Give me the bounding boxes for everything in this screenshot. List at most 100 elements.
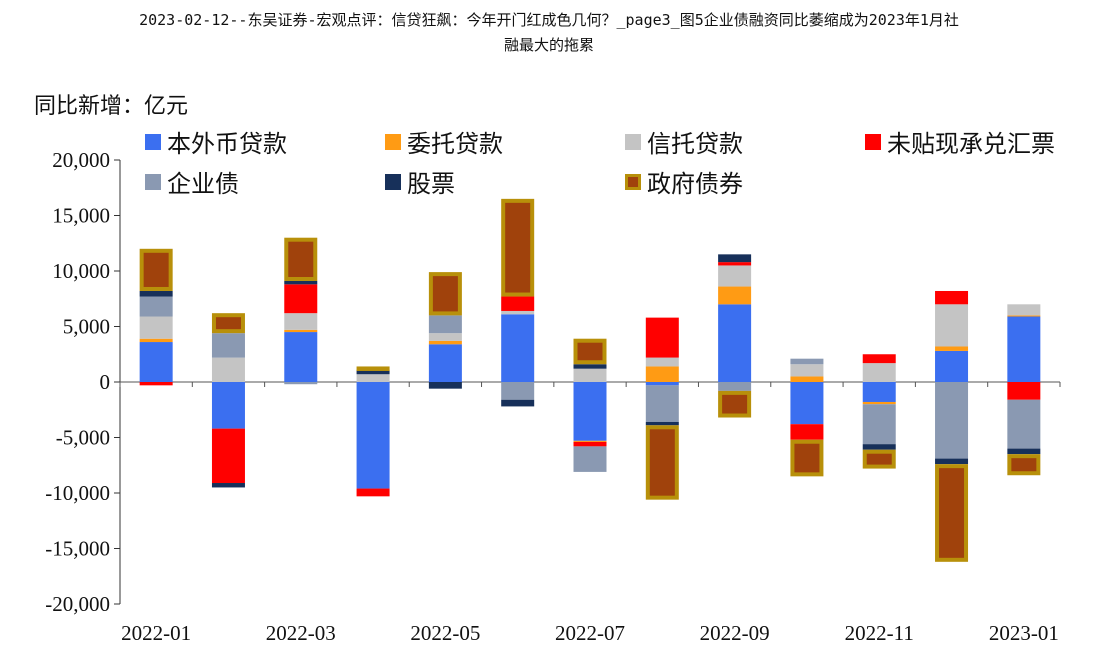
bar-segment (790, 439, 824, 477)
legend-swatch (385, 173, 401, 190)
y-tick-label: 15,000 (52, 204, 110, 228)
bar-segment (139, 338, 173, 343)
y-tick-label: 20,000 (52, 148, 110, 172)
legend-item: 信托贷款 (625, 124, 743, 159)
bar-segment (501, 198, 535, 297)
bar-segment (428, 340, 462, 345)
legend-label: 本外币贷款 (167, 130, 287, 158)
legend-item: 股票 (385, 164, 455, 199)
bar-segment (501, 314, 535, 382)
bar-segment (211, 428, 245, 484)
bar-segment (501, 399, 535, 407)
legend-item: 本外币贷款 (145, 124, 287, 159)
bar-segment (501, 296, 535, 311)
y-tick-label: 5,000 (63, 315, 110, 339)
y-tick-label: 10,000 (52, 259, 110, 283)
legend-swatch (865, 133, 881, 150)
x-tick-label: 2022-03 (266, 621, 336, 645)
bar-segment (935, 464, 969, 562)
bar-segment (790, 424, 824, 440)
legend-item: 政府债券 (625, 164, 743, 199)
y-tick-label: -20,000 (45, 592, 110, 616)
x-tick-label: 2022-01 (121, 621, 191, 645)
bar-segment (935, 304, 969, 347)
x-tick-label: 2022-07 (555, 621, 625, 645)
bar-segment (211, 313, 245, 334)
bar-segment (790, 358, 824, 365)
bar-segment (645, 382, 679, 386)
bar-segment (573, 364, 607, 369)
legend-swatch (625, 133, 641, 150)
bar-segment (862, 382, 896, 402)
bar-segment (718, 286, 752, 305)
bar-segment (284, 382, 318, 385)
bar-segment (862, 363, 896, 382)
legend-swatch (145, 133, 161, 150)
bar-segment (935, 458, 969, 465)
bar-segment (356, 369, 390, 375)
bars-layer (139, 198, 1041, 562)
bar-segment (428, 333, 462, 341)
bar-segment (139, 382, 173, 386)
bar-segment (1007, 454, 1041, 476)
bar-segment (356, 488, 390, 497)
bar-segment (139, 316, 173, 339)
bar-segment (645, 357, 679, 367)
bar-segment (1007, 448, 1041, 455)
y-tick-label: 0 (100, 370, 111, 394)
legend-swatch (145, 173, 161, 190)
bar-segment (1007, 315, 1041, 317)
bar-segment (645, 366, 679, 382)
bar-segment (211, 333, 245, 358)
bar-segment (862, 354, 896, 364)
legend-swatch (625, 173, 641, 190)
bar-segment (862, 449, 896, 469)
bar-segment (428, 382, 462, 389)
bar-segment (935, 290, 969, 305)
bar-segment (645, 317, 679, 358)
bar-segment (356, 382, 390, 489)
bar-segment (284, 280, 318, 285)
bar-segment (284, 284, 318, 314)
bar-segment (428, 272, 462, 316)
bar-segment (501, 382, 535, 400)
bar-segment (790, 376, 824, 382)
legend-label: 政府债券 (647, 170, 743, 198)
bar-segment (284, 332, 318, 382)
page-title: 2023-02-12--东吴证券-宏观点评：信贷狂飙：今年开门红成色几何？_pa… (0, 8, 1098, 58)
bar-segment (790, 382, 824, 425)
x-tick-label: 2022-11 (845, 621, 914, 645)
bar-segment (935, 346, 969, 351)
bar-segment (573, 382, 607, 441)
y-tick-label: -10,000 (45, 481, 110, 505)
x-tick-label: 2023-01 (989, 621, 1059, 645)
legend-label: 未贴现承兑汇票 (887, 130, 1055, 158)
bar-segment (573, 368, 607, 382)
bar-segment (1007, 316, 1041, 382)
bar-segment (573, 446, 607, 472)
legend-label: 委托贷款 (407, 130, 503, 158)
bar-segment (573, 441, 607, 447)
bar-segment (718, 254, 752, 263)
bar-segment (428, 315, 462, 334)
bar-segment (139, 248, 173, 291)
bar-segment (862, 401, 896, 405)
bar-segment (356, 374, 390, 382)
x-tick-label: 2022-09 (700, 621, 770, 645)
bar-segment (139, 290, 173, 297)
bar-segment (211, 357, 245, 382)
bar-segment (645, 385, 679, 422)
bar-segment (862, 444, 896, 450)
bar-segment (935, 382, 969, 459)
page-title-line1: 2023-02-12--东吴证券-宏观点评：信贷狂飙：今年开门红成色几何？_pa… (139, 11, 959, 29)
x-tick-label: 2022-05 (410, 621, 480, 645)
legend-label: 股票 (407, 170, 455, 198)
bar-segment (501, 310, 535, 315)
legend-swatch (385, 133, 401, 150)
y-unit-label: 同比新增：亿元 (34, 93, 189, 118)
bar-segment (284, 313, 318, 330)
bar-segment (862, 404, 896, 445)
bar-segment (645, 421, 679, 426)
bar-segment (790, 364, 824, 377)
